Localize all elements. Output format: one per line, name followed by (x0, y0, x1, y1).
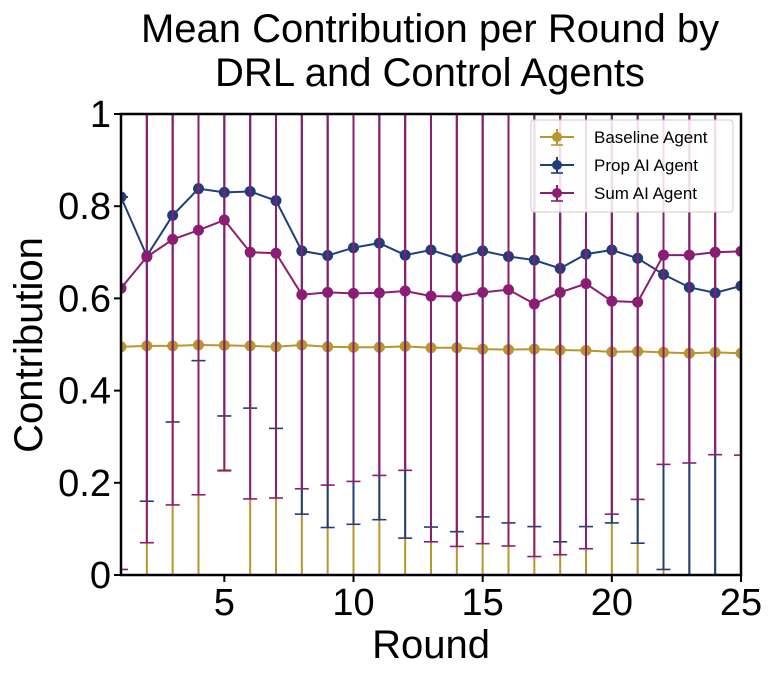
x-axis-label: Round (372, 623, 490, 667)
data-point (477, 286, 489, 298)
legend-entry: Baseline Agent (540, 128, 708, 147)
data-point (554, 286, 566, 298)
data-point (425, 290, 437, 302)
data-point (296, 289, 308, 301)
data-point (373, 287, 385, 299)
legend-marker (552, 160, 562, 170)
y-tick-label: 1 (90, 94, 111, 136)
data-point (167, 233, 179, 245)
legend-label: Baseline Agent (594, 128, 708, 147)
data-point (451, 291, 463, 303)
data-point (606, 295, 618, 307)
x-tick-label: 10 (332, 582, 374, 624)
data-point (632, 296, 644, 308)
legend-label: Prop AI Agent (594, 156, 698, 175)
x-axis-ticks: 5 10 15 20 25 (214, 575, 762, 624)
legend: Baseline Agent Prop AI Agent Sum AI Agent (530, 119, 734, 213)
data-point (580, 278, 592, 290)
data-point (528, 298, 540, 310)
data-point (709, 246, 721, 258)
x-tick-label: 5 (214, 582, 235, 624)
x-tick-label: 25 (720, 582, 762, 624)
chart-title-line-2: DRL and Control Agents (215, 51, 645, 95)
x-tick-label: 20 (591, 582, 633, 624)
legend-marker (552, 188, 562, 198)
legend-entry: Prop AI Agent (540, 156, 698, 175)
legend-box (530, 119, 734, 213)
data-point (658, 249, 669, 261)
y-tick-label: 0.6 (58, 278, 111, 320)
data-point (141, 251, 153, 263)
y-tick-label: 0.2 (58, 463, 111, 505)
data-point (683, 249, 695, 261)
x-tick-label: 15 (462, 582, 504, 624)
data-point (244, 246, 256, 258)
y-tick-label: 0 (90, 555, 111, 597)
y-axis-label: Contribution (7, 237, 51, 453)
legend-label: Sum AI Agent (594, 184, 697, 203)
data-point (218, 214, 230, 226)
legend-marker (552, 132, 562, 142)
data-point (193, 224, 204, 236)
y-axis-ticks: 0 0.2 0.4 0.6 0.8 1 (58, 94, 121, 597)
data-point (503, 284, 514, 296)
data-point (322, 286, 334, 298)
data-point (348, 287, 359, 299)
y-tick-label: 0.8 (58, 186, 111, 228)
data-point (399, 285, 411, 297)
legend-entry: Sum AI Agent (540, 184, 697, 203)
data-point (270, 247, 282, 259)
y-tick-label: 0.4 (58, 371, 111, 413)
plot-frame (119, 112, 743, 577)
chart-title-line-1: Mean Contribution per Round by (141, 7, 719, 51)
